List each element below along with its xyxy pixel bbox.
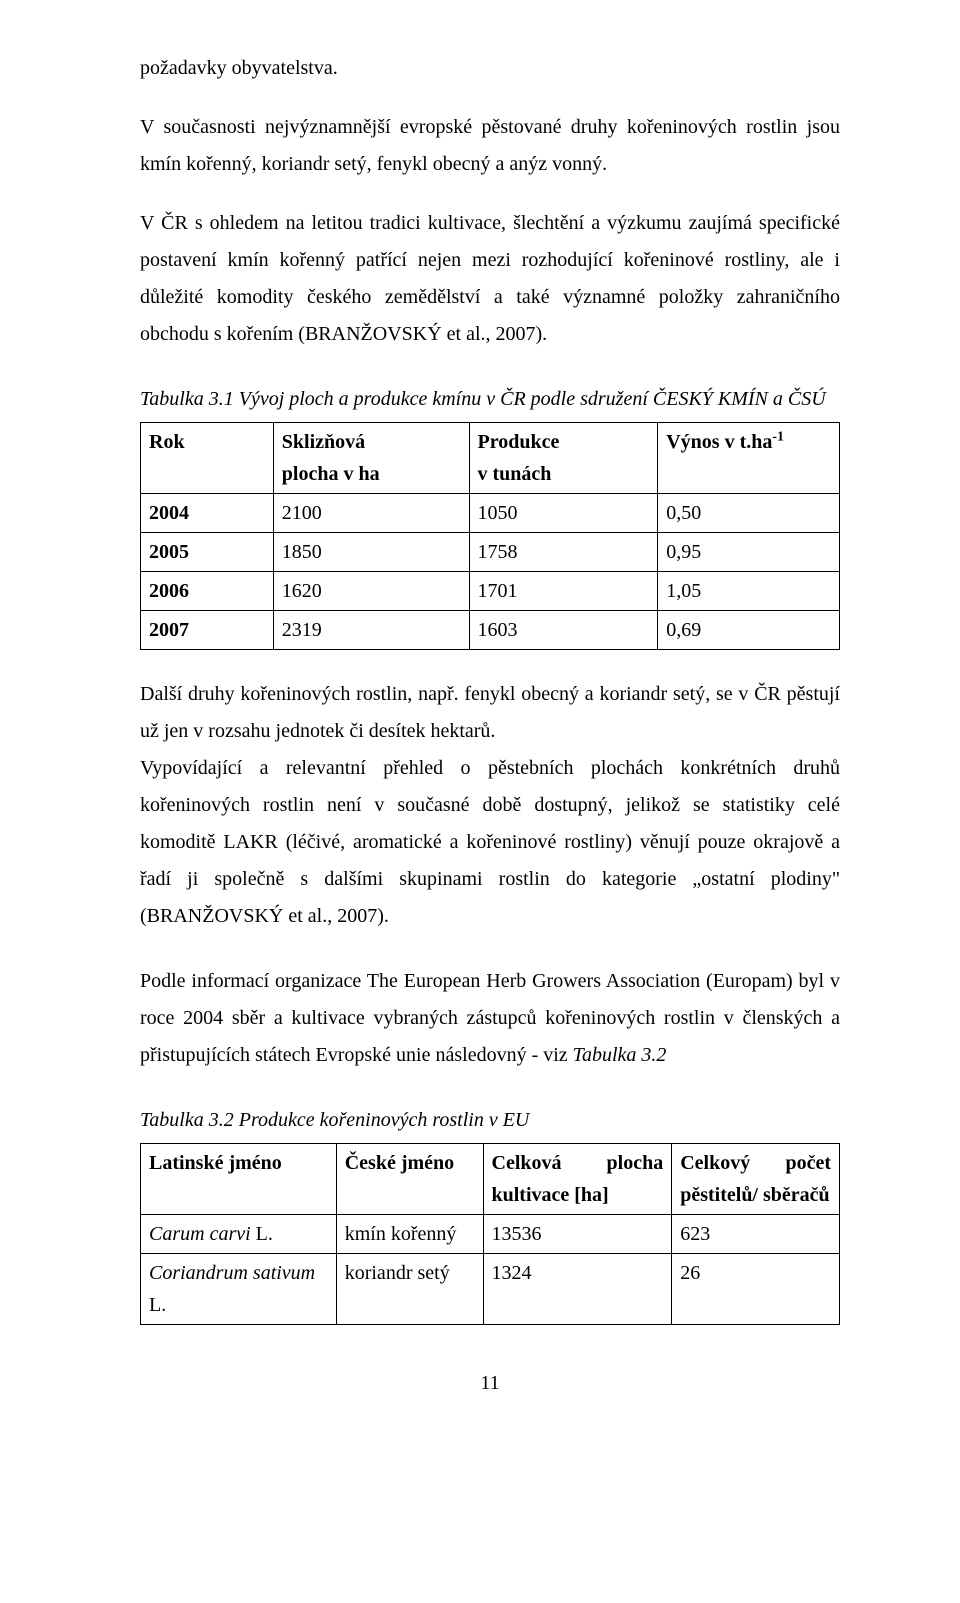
table-eu-production: Latinské jméno České jméno Celková ploch… <box>140 1143 840 1325</box>
cell-production: 1603 <box>469 611 658 650</box>
header-word: Celková <box>492 1147 562 1179</box>
table-caption: Tabulka 3.2 Produkce kořeninových rostli… <box>140 1102 840 1139</box>
cell-area: 2100 <box>273 494 469 533</box>
cell-czech: koriandr setý <box>336 1254 483 1325</box>
cell-czech: kmín kořenný <box>336 1215 483 1254</box>
cell-area: 1620 <box>273 572 469 611</box>
cell-yield: 1,05 <box>658 572 840 611</box>
column-production: Produkce v tunách <box>469 423 658 494</box>
header-line: kultivace [ha] <box>492 1184 609 1206</box>
header-line: pěstitelů/ sběračů <box>680 1184 829 1206</box>
column-area: Sklizňová plocha v ha <box>273 423 469 494</box>
cell-year: 2007 <box>141 611 274 650</box>
superscript: -1 <box>772 429 784 444</box>
header-word: Celkový <box>680 1147 750 1179</box>
header-line: Produkce <box>478 431 560 453</box>
cell-production: 1050 <box>469 494 658 533</box>
header-word: počet <box>785 1147 831 1179</box>
paragraph: V ČR s ohledem na letitou tradici kultiv… <box>140 205 840 353</box>
table-header-row: Rok Sklizňová plocha v ha Produkce v tun… <box>141 423 840 494</box>
column-total-growers: Celkový počet pěstitelů/ sběračů <box>672 1144 840 1215</box>
column-year: Rok <box>141 423 274 494</box>
cell-year: 2006 <box>141 572 274 611</box>
column-yield: Výnos v t.ha-1 <box>658 423 840 494</box>
paragraph: Vypovídající a relevantní přehled o pěst… <box>140 750 840 935</box>
cell-yield: 0,50 <box>658 494 840 533</box>
header-line: v tunách <box>478 463 552 485</box>
cell-latin: Coriandrum sativum L. <box>141 1254 337 1325</box>
table-row: 2007 2319 1603 0,69 <box>141 611 840 650</box>
page: požadavky obyvatelstva. V současnosti ne… <box>0 0 960 1603</box>
header-word: plocha <box>607 1147 664 1179</box>
table-cumin-production: Rok Sklizňová plocha v ha Produkce v tun… <box>140 422 840 650</box>
table-row: 2005 1850 1758 0,95 <box>141 533 840 572</box>
table-caption: Tabulka 3.1 Vývoj ploch a produkce kmínu… <box>140 381 840 418</box>
cell-latin: Carum carvi L. <box>141 1215 337 1254</box>
table-header-row: Latinské jméno České jméno Celková ploch… <box>141 1144 840 1215</box>
paragraph: V současnosti nejvýznamnější evropské pě… <box>140 109 840 183</box>
cell-area: 1324 <box>483 1254 672 1325</box>
column-czech-name: České jméno <box>336 1144 483 1215</box>
latin-name: Coriandrum sativum <box>149 1262 315 1284</box>
cell-yield: 0,69 <box>658 611 840 650</box>
cell-area: 1850 <box>273 533 469 572</box>
header-line: Sklizňová <box>282 431 365 453</box>
header-line: plocha v ha <box>282 463 380 485</box>
paragraph: požadavky obyvatelstva. <box>140 50 840 87</box>
table-row: Carum carvi L. kmín kořenný 13536 623 <box>141 1215 840 1254</box>
paragraph: Další druhy kořeninových rostlin, např. … <box>140 676 840 750</box>
latin-name: Carum carvi <box>149 1223 251 1245</box>
cell-area: 13536 <box>483 1215 672 1254</box>
column-total-area: Celková plocha kultivace [ha] <box>483 1144 672 1215</box>
header-line: Výnos v t.ha <box>666 431 772 453</box>
cell-year: 2005 <box>141 533 274 572</box>
page-number: 11 <box>140 1365 840 1402</box>
cell-area: 2319 <box>273 611 469 650</box>
table-row: Coriandrum sativum L. koriandr setý 1324… <box>141 1254 840 1325</box>
column-latin-name: Latinské jméno <box>141 1144 337 1215</box>
cell-production: 1701 <box>469 572 658 611</box>
cell-growers: 623 <box>672 1215 840 1254</box>
cell-year: 2004 <box>141 494 274 533</box>
author-abbrev: L. <box>149 1294 166 1316</box>
cell-production: 1758 <box>469 533 658 572</box>
paragraph: Podle informací organizace The European … <box>140 963 840 1074</box>
table-row: 2006 1620 1701 1,05 <box>141 572 840 611</box>
cell-yield: 0,95 <box>658 533 840 572</box>
inline-reference: Tabulka 3.2 <box>573 1044 667 1066</box>
cell-growers: 26 <box>672 1254 840 1325</box>
author-abbrev: L. <box>251 1223 273 1245</box>
text: Podle informací organizace The European … <box>140 970 840 1066</box>
table-row: 2004 2100 1050 0,50 <box>141 494 840 533</box>
